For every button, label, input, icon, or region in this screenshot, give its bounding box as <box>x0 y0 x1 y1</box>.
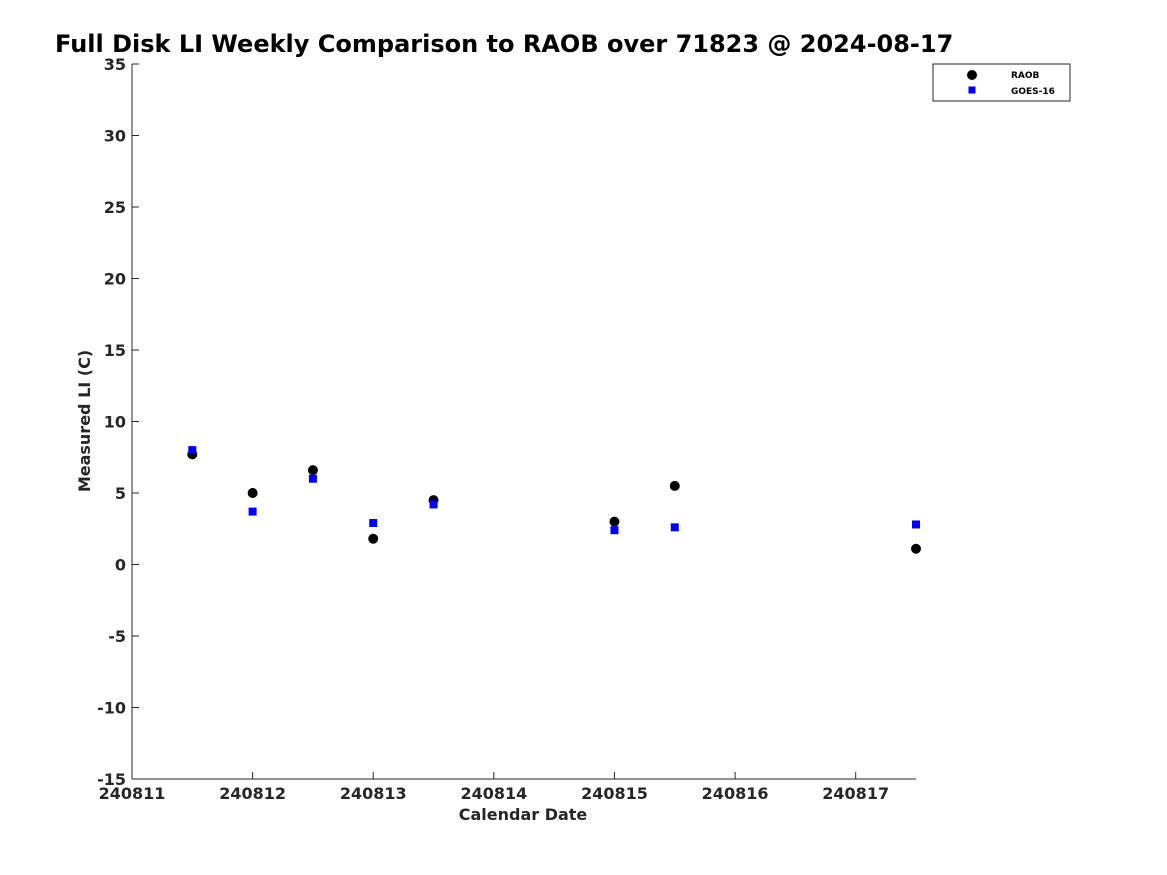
series-raob <box>187 449 921 554</box>
y-tick-label: 15 <box>104 341 126 360</box>
x-tick-label: 240811 <box>99 784 166 803</box>
y-tick-label: 20 <box>104 270 126 289</box>
series-goes-16 <box>188 446 920 535</box>
legend: RAOB GOES-16 <box>932 63 1071 102</box>
data-point-raob <box>247 488 258 498</box>
y-tick-label: 35 <box>104 55 126 74</box>
plot-axes <box>131 64 916 780</box>
y-tick-label: -5 <box>108 627 126 646</box>
data-point-goes-16 <box>429 500 438 509</box>
data-series <box>187 446 921 554</box>
legend-marker-raob <box>967 70 977 80</box>
data-point-goes-16 <box>369 519 378 528</box>
x-tick-label: 240814 <box>460 784 527 803</box>
y-tick-label: 25 <box>104 198 126 217</box>
x-tick-label: 240815 <box>581 784 648 803</box>
y-tick-label: 0 <box>115 556 126 575</box>
data-point-goes-16 <box>308 474 317 483</box>
data-point-goes-16 <box>610 526 619 535</box>
x-axis-label: Calendar Date <box>459 805 588 824</box>
y-tick-label: 10 <box>104 413 126 432</box>
y-axis-ticks: -15 -10 -5 0 5 10 15 20 25 30 35 <box>97 55 139 789</box>
data-point-raob <box>669 480 680 491</box>
data-point-raob <box>368 533 379 544</box>
data-point-goes-16 <box>912 520 920 529</box>
y-tick-label: -10 <box>97 699 126 718</box>
data-point-raob <box>307 465 318 476</box>
y-tick-label: -15 <box>97 770 126 789</box>
data-point-goes-16 <box>248 507 257 516</box>
x-tick-label: 240817 <box>822 784 889 803</box>
y-tick-label: 5 <box>115 484 126 503</box>
data-point-goes-16 <box>670 523 679 532</box>
legend-label-raob: RAOB <box>1011 71 1040 81</box>
y-axis-label: Measured LI (C) <box>75 350 94 492</box>
data-point-raob <box>609 516 620 527</box>
y-tick-label: 30 <box>104 127 126 146</box>
x-tick-label: 240813 <box>340 784 407 803</box>
data-point-goes-16 <box>188 446 197 455</box>
x-axis-ticks: 240811 240812 240813 240814 240815 240816 2408… <box>99 772 889 803</box>
chart-title: Full Disk LI Weekly Comparison to RAOB o… <box>55 30 953 58</box>
legend-box <box>932 63 1071 102</box>
x-tick-label: 240816 <box>702 784 769 803</box>
x-tick-label: 240812 <box>219 784 286 803</box>
legend-marker-goes16 <box>968 86 976 94</box>
legend-label-goes16: GOES-16 <box>1011 87 1055 97</box>
data-point-raob <box>911 543 921 554</box>
